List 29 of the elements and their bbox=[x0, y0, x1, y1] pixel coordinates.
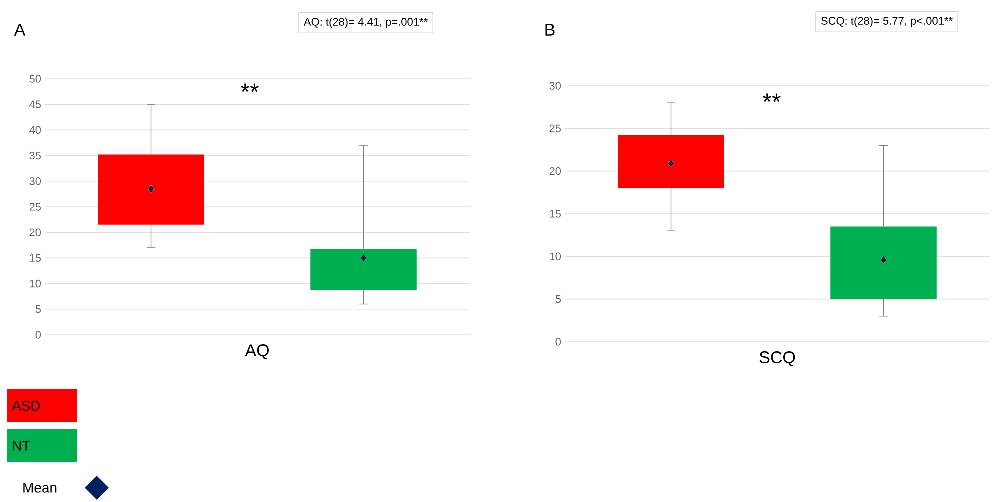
annotation: ** bbox=[763, 94, 781, 102]
y-tick-label: 10 bbox=[550, 252, 562, 261]
y-tick-label: 20 bbox=[550, 167, 562, 176]
text: Mean bbox=[24, 483, 57, 493]
chart-title: A bbox=[14, 24, 26, 36]
chart-title: B bbox=[546, 24, 555, 36]
y-tick-label: 40 bbox=[29, 126, 42, 134]
y-tick-label: 0 bbox=[36, 331, 42, 339]
y-tick-label: 30 bbox=[30, 178, 42, 186]
y-tick-label: 10 bbox=[30, 280, 42, 288]
y-tick-label: 30 bbox=[550, 82, 562, 90]
y-tick-label: 45 bbox=[29, 100, 42, 108]
y-tick-label: 15 bbox=[30, 254, 42, 262]
text: SCQ: t(28)= 5.77, p<.001** bbox=[821, 16, 953, 28]
annotation: ** bbox=[241, 84, 259, 92]
y-tick-label: 0 bbox=[556, 338, 562, 346]
y-tick-label: 50 bbox=[30, 75, 42, 83]
y-tick-label: 5 bbox=[36, 306, 42, 314]
y-tick-label: 20 bbox=[30, 228, 42, 236]
text: NT bbox=[13, 441, 30, 451]
text: ASD bbox=[12, 401, 40, 411]
y-tick-label: 25 bbox=[550, 124, 561, 133]
y-tick-label: 5 bbox=[556, 295, 561, 304]
y-tick-label: 35 bbox=[30, 152, 42, 160]
y-tick-label: 15 bbox=[550, 210, 561, 218]
x-tick-label: AQ bbox=[245, 344, 269, 360]
text: AQ: t(28)= 4.41, p=.001** bbox=[304, 18, 428, 28]
x-tick-label: SCQ bbox=[760, 352, 796, 367]
y-tick-label: 25 bbox=[30, 203, 42, 211]
